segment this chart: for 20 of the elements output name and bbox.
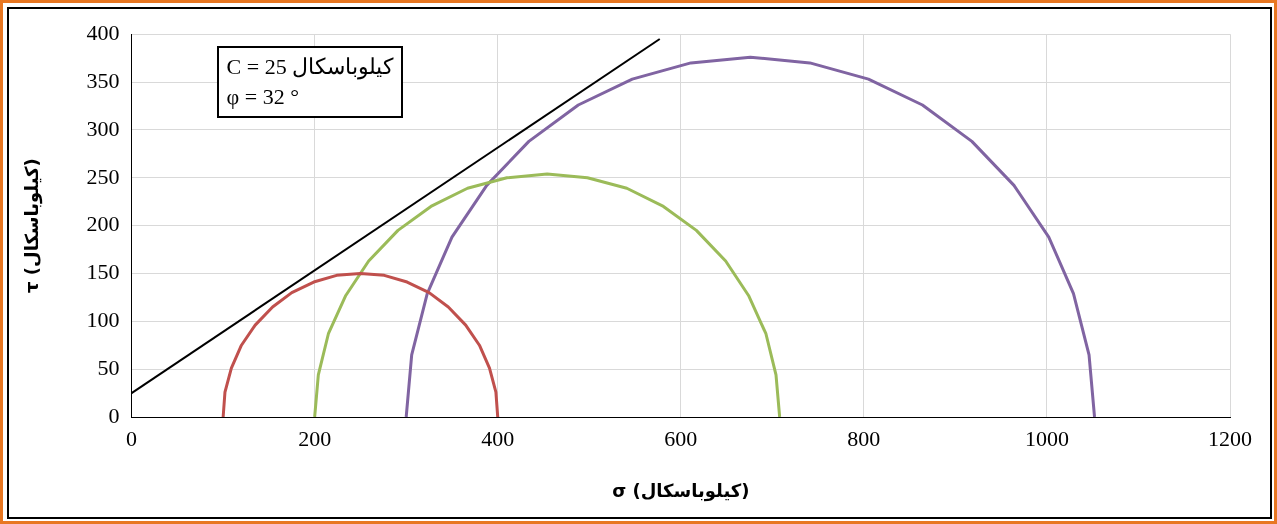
y-tick-label: 350	[86, 67, 120, 93]
annotation: φ = 32 °	[226, 83, 300, 112]
x-tick-label: 200	[298, 425, 332, 451]
y-tick-label: 0	[108, 402, 120, 428]
x-tick-label: 600	[664, 425, 698, 451]
y-axis-title: τ (كيلوباسكال)	[21, 158, 44, 293]
x-tick-label: 1200	[1208, 425, 1252, 451]
y-tick-label: 400	[86, 19, 120, 45]
annotation: C = 25 كيلوباسكال	[226, 53, 394, 82]
y-tick-label: 150	[86, 259, 120, 285]
x-axis-title: σ (كيلوباسكال)	[612, 479, 750, 502]
y-tick-label: 250	[86, 163, 120, 189]
x-tick-label: 0	[126, 425, 138, 451]
y-tick-label: 200	[86, 211, 120, 237]
x-tick-label: 800	[847, 425, 881, 451]
x-tick-label: 400	[481, 425, 515, 451]
y-tick-label: 50	[97, 354, 120, 380]
y-tick-label: 300	[86, 115, 120, 141]
y-tick-label: 100	[86, 307, 120, 333]
x-tick-label: 1000	[1024, 425, 1069, 451]
